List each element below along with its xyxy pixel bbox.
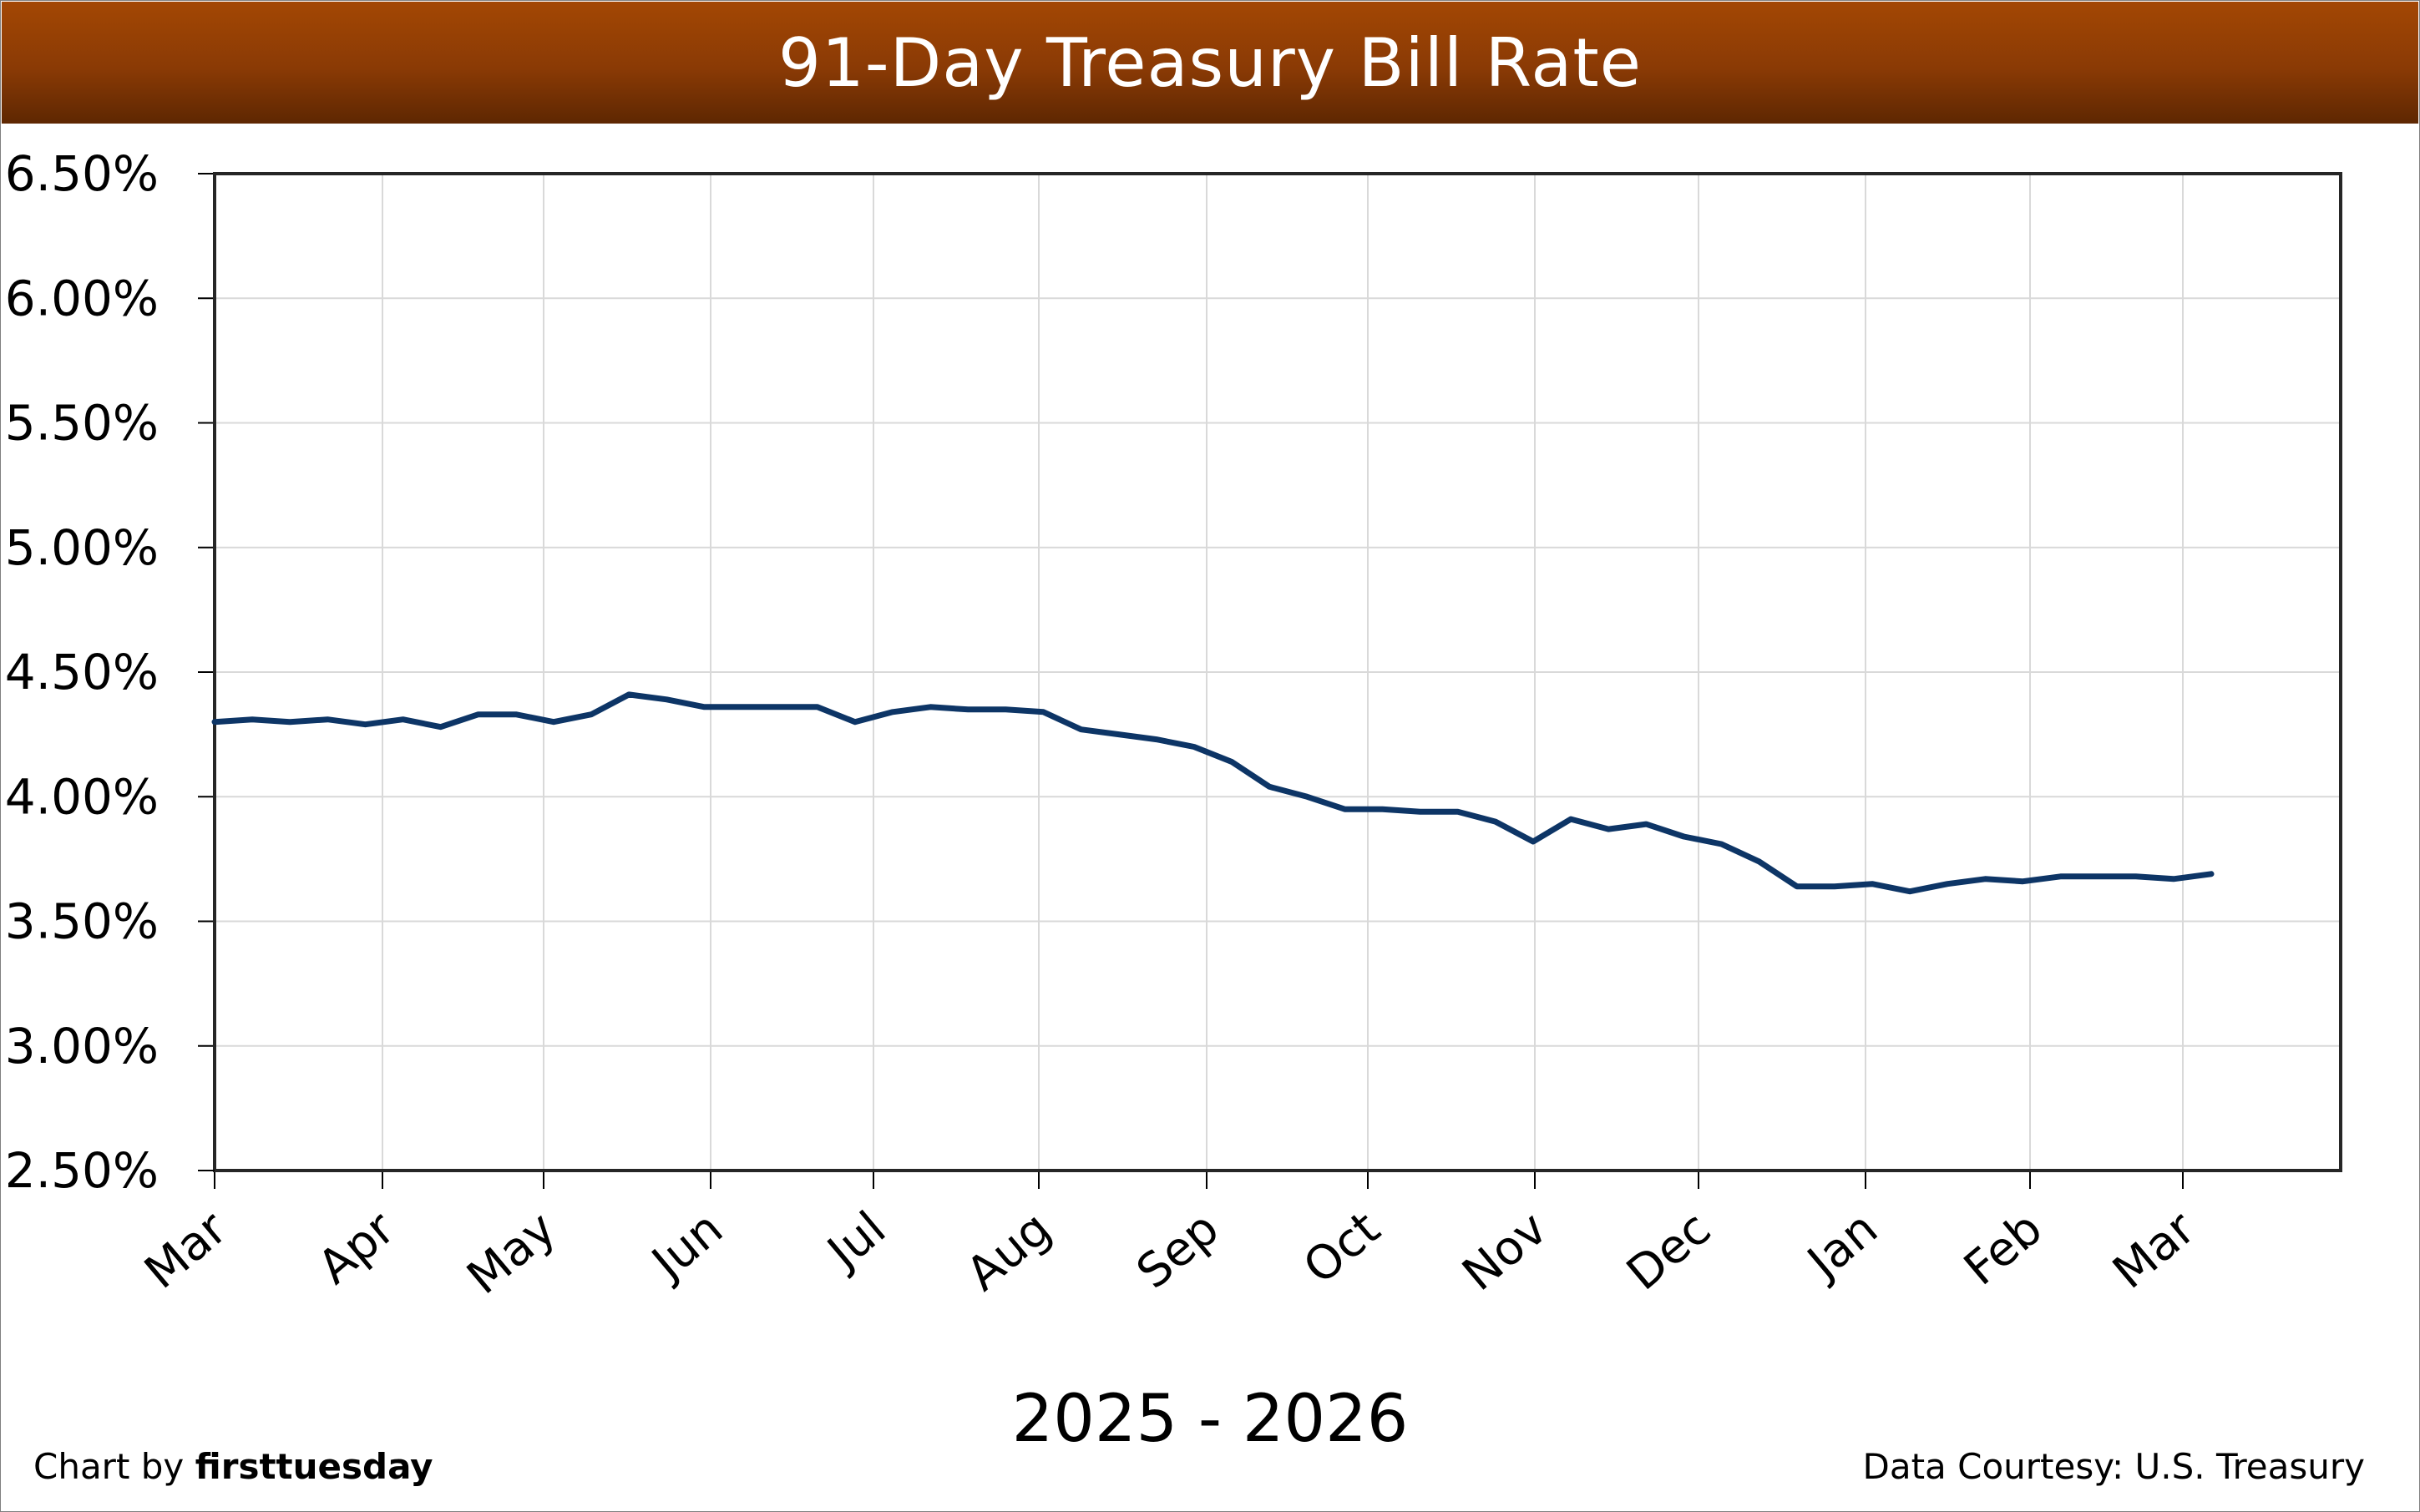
credit-right: Data Courtesy: U.S. Treasury [1862,1446,2365,1487]
series-layer [211,691,2215,895]
x-tick-label: Feb [1954,1201,2053,1297]
y-tick-label: 6.50% [5,145,159,202]
x-tick-label: Mar [134,1201,237,1299]
credit-left-prefix: Chart by [33,1446,195,1487]
credit-left: Chart by firsttuesday [33,1446,433,1487]
grid-lines [215,174,2341,1171]
plot-border [213,172,2342,1172]
x-tick-label: Dec [1617,1201,1721,1301]
x-tick-label: Mar [2103,1201,2205,1299]
chart-title: 91-Day Treasury Bill Rate [777,23,1643,102]
x-tick-label: Sep [1126,1201,1229,1300]
x-axis-label: 2025 - 2026 [1011,1382,1409,1457]
x-tick-label: Aug [956,1201,1061,1302]
tick-labels: 2.50% 3.00% 3.50% 4.00% 4.50% 5.00% 5.50% 6.00%… [5,145,2206,1305]
y-tick-label: 5.00% [5,519,159,576]
x-tick-label: Oct [1294,1201,1390,1295]
credit-brand: firsttuesday [195,1446,433,1487]
y-tick-label: 4.00% [5,768,159,825]
y-tick-label: 3.50% [5,893,159,950]
series-line [211,691,2215,895]
x-tick-label: Apr [308,1201,406,1295]
x-tick-label: Jun [640,1201,733,1292]
x-tick-label: May [458,1201,566,1305]
title-bar: 91-Day Treasury Bill Rate [2,2,2418,124]
x-tick-label: Jul [816,1201,896,1281]
y-tick-label: 2.50% [5,1142,159,1199]
y-tick-label: 4.50% [5,644,159,700]
y-tick-label: 5.50% [5,395,159,452]
x-tick-label: Jan [1796,1201,1888,1291]
x-tick-label: Nov [1452,1201,1557,1302]
y-tick-label: 6.00% [5,270,159,326]
y-tick-label: 3.00% [5,1018,159,1075]
axes [198,172,2342,1189]
